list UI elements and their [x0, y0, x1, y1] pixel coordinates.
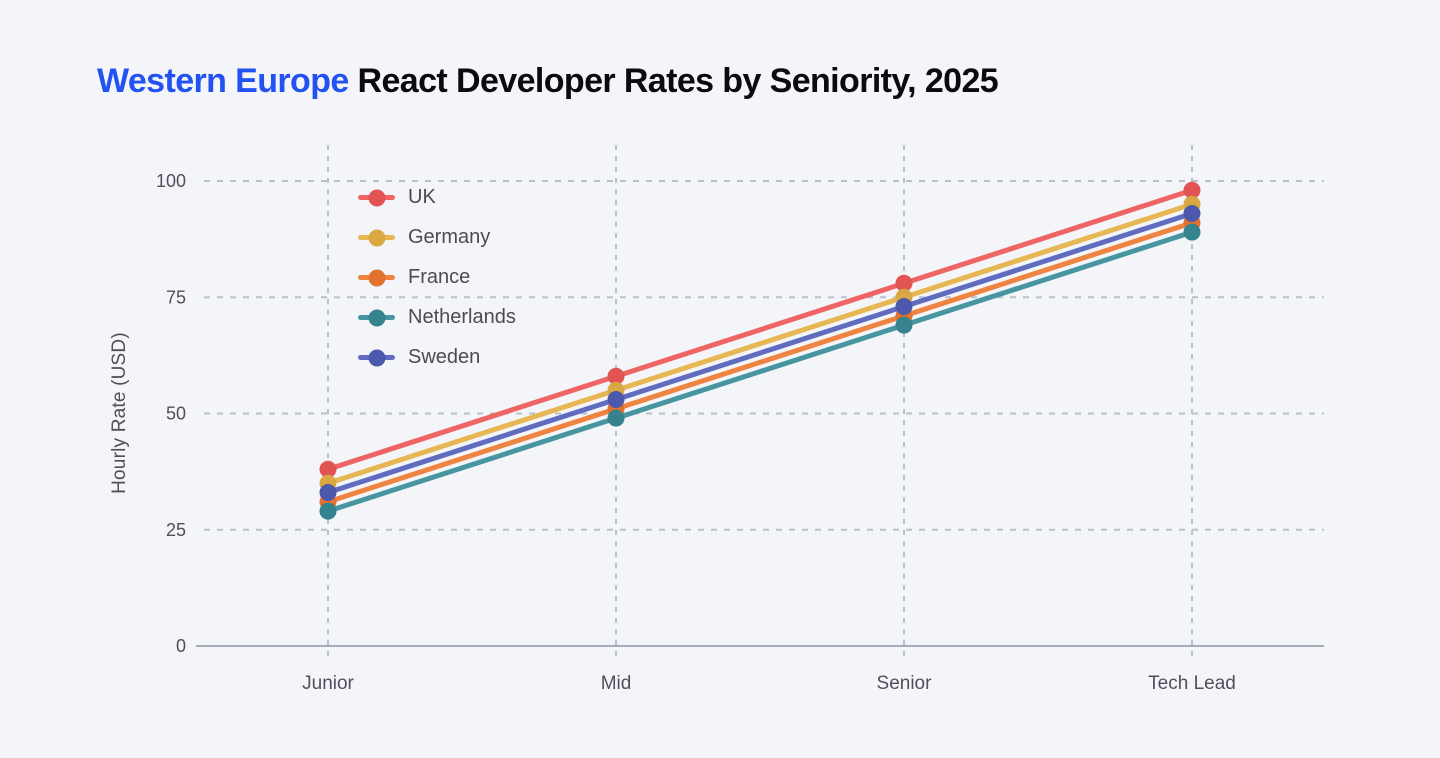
series-line-sweden [325, 211, 1195, 496]
data-point-sweden [895, 298, 913, 316]
legend-label: UK [408, 185, 436, 208]
x-tick-label: Junior [302, 673, 354, 694]
legend-label: Germany [408, 225, 491, 248]
legend-item-netherlands[interactable]: Netherlands [358, 302, 516, 333]
y-tick-label: 100 [156, 171, 186, 191]
legend: UK Germany France Netherlands Sweden [358, 182, 516, 373]
chart-title-highlight: Western Europe [97, 62, 349, 100]
legend-item-france[interactable]: France [358, 262, 516, 293]
y-tick-label: 75 [166, 287, 186, 307]
legend-item-germany[interactable]: Germany [358, 222, 516, 253]
data-point-sweden [607, 391, 625, 409]
data-point-sweden [319, 484, 337, 502]
y-axis-title: Hourly Rate (USD) [109, 332, 130, 494]
data-point-netherlands [1183, 223, 1201, 241]
chart-title-rest: React Developer Rates by Seniority, 2025 [348, 62, 999, 100]
data-point-uk [607, 367, 625, 385]
legend-marker-icon [358, 189, 395, 206]
legend-dot-icon [368, 309, 385, 326]
legend-label: France [408, 265, 471, 288]
y-tick-label: 0 [176, 636, 186, 656]
data-point-uk [319, 460, 337, 478]
data-point-netherlands [607, 409, 625, 427]
y-tick-label: 50 [166, 404, 186, 424]
series-line-germany [325, 201, 1195, 486]
legend-marker-icon [358, 349, 395, 366]
data-point-netherlands [895, 316, 913, 334]
data-point-uk [1183, 181, 1201, 199]
series-line-france [325, 220, 1195, 505]
y-tick-label: 25 [166, 520, 186, 540]
data-point-netherlands [319, 502, 337, 520]
legend-label: Sweden [408, 345, 481, 368]
legend-item-uk[interactable]: UK [358, 182, 516, 213]
legend-dot-icon [368, 269, 385, 286]
legend-marker-icon [358, 309, 395, 326]
chart-title: Western Europe React Developer Rates by … [97, 62, 999, 101]
legend-dot-icon [368, 189, 385, 206]
legend-dot-icon [368, 349, 385, 366]
legend-marker-icon [358, 269, 395, 286]
data-point-uk [895, 274, 913, 292]
legend-item-sweden[interactable]: Sweden [358, 342, 516, 373]
series-line-uk [325, 187, 1195, 472]
legend-marker-icon [358, 229, 395, 246]
x-tick-label: Tech Lead [1148, 673, 1236, 694]
series-line-netherlands [325, 229, 1195, 514]
data-point-sweden [1183, 205, 1201, 223]
legend-label: Netherlands [408, 305, 516, 328]
x-tick-label: Mid [601, 673, 632, 694]
legend-dot-icon [368, 229, 385, 246]
x-tick-label: Senior [877, 673, 933, 694]
